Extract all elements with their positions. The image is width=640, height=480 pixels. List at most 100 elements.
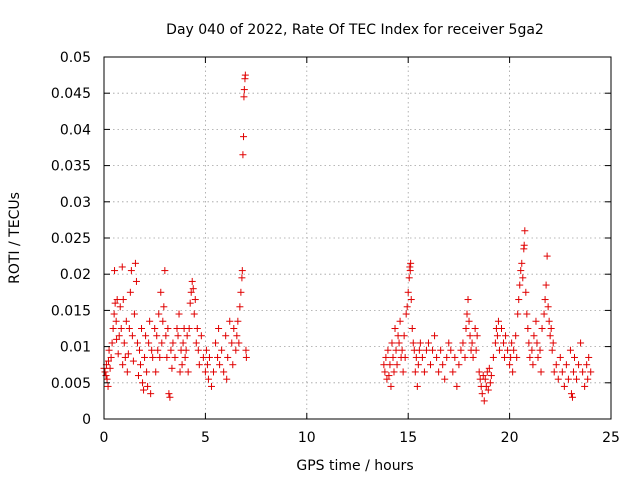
data-point — [394, 332, 402, 340]
data-point — [222, 332, 230, 340]
data-point — [147, 390, 155, 398]
data-point — [190, 310, 198, 318]
x-tick-label: 5 — [201, 430, 210, 446]
data-point — [516, 281, 524, 289]
data-point — [459, 339, 467, 347]
data-point — [431, 332, 439, 340]
data-point — [529, 361, 537, 369]
data-point — [435, 368, 443, 376]
data-point — [544, 303, 552, 311]
data-point — [145, 339, 153, 347]
data-point — [399, 368, 407, 376]
data-point — [189, 285, 197, 293]
data-point — [486, 379, 494, 387]
data-point — [502, 332, 510, 340]
data-point — [235, 339, 243, 347]
data-point — [457, 346, 465, 354]
data-point — [113, 335, 121, 343]
data-point — [165, 390, 173, 398]
data-point — [396, 317, 404, 325]
data-point — [463, 310, 471, 318]
data-point — [174, 332, 182, 340]
data-point — [114, 350, 122, 358]
data-point — [441, 375, 449, 383]
data-point — [195, 361, 203, 369]
data-point — [439, 361, 447, 369]
data-point — [123, 368, 131, 376]
data-point — [408, 325, 416, 332]
data-point — [218, 346, 226, 354]
data-point — [210, 368, 218, 376]
data-point — [513, 353, 521, 361]
data-point — [521, 227, 529, 235]
data-point — [548, 346, 556, 354]
data-point — [415, 346, 423, 354]
data-point — [124, 350, 132, 358]
data-point — [125, 325, 133, 332]
data-point — [418, 353, 426, 361]
data-point — [169, 339, 177, 347]
data-point — [386, 361, 394, 369]
data-point — [104, 382, 112, 390]
data-point — [587, 368, 595, 376]
data-point — [159, 317, 167, 325]
data-point — [538, 325, 546, 332]
data-point — [128, 332, 136, 340]
data-point — [392, 346, 400, 354]
data-point — [115, 332, 123, 340]
data-point — [518, 259, 526, 267]
data-point — [556, 353, 564, 361]
data-point — [155, 310, 163, 318]
data-point — [176, 368, 184, 376]
data-point — [413, 382, 421, 390]
data-point — [122, 317, 130, 325]
data-point — [238, 267, 246, 275]
y-tick-label: 0.01 — [60, 340, 91, 356]
data-point — [462, 325, 470, 332]
data-point — [175, 310, 183, 318]
data-point — [240, 93, 248, 101]
data-point — [510, 346, 518, 354]
data-point — [111, 267, 119, 275]
data-point — [579, 368, 587, 376]
data-point — [577, 339, 585, 347]
data-point — [120, 339, 128, 347]
data-point — [540, 310, 548, 318]
data-point — [188, 277, 196, 285]
data-point — [212, 339, 220, 347]
y-axis-label: ROTI / TECUs — [7, 192, 23, 284]
data-point — [164, 325, 172, 332]
data-point — [390, 368, 398, 376]
data-point — [171, 353, 179, 361]
data-point — [545, 317, 553, 325]
data-point — [541, 296, 549, 304]
data-point — [135, 346, 143, 354]
data-point — [149, 353, 157, 361]
data-point — [406, 267, 414, 275]
data-point — [522, 288, 530, 296]
y-tick-label: 0.04 — [60, 122, 91, 138]
data-point — [466, 332, 474, 340]
data-point — [536, 346, 544, 354]
data-point — [449, 368, 457, 376]
data-point — [230, 325, 238, 332]
data-point — [451, 353, 459, 361]
data-point — [478, 390, 486, 398]
data-point — [194, 346, 202, 354]
data-point — [422, 346, 430, 354]
data-point — [461, 353, 469, 361]
data-point — [106, 364, 114, 372]
data-point — [402, 310, 410, 318]
y-tick-label: 0.015 — [51, 303, 91, 319]
data-point — [110, 310, 118, 318]
y-tick-label: 0.005 — [51, 376, 91, 392]
data-point — [487, 372, 495, 380]
data-point — [142, 332, 150, 340]
data-point — [489, 353, 497, 361]
data-point — [443, 353, 451, 361]
data-point — [109, 325, 117, 332]
data-point — [562, 361, 570, 369]
data-point — [398, 346, 406, 354]
data-point — [497, 325, 505, 332]
data-point — [512, 332, 520, 340]
